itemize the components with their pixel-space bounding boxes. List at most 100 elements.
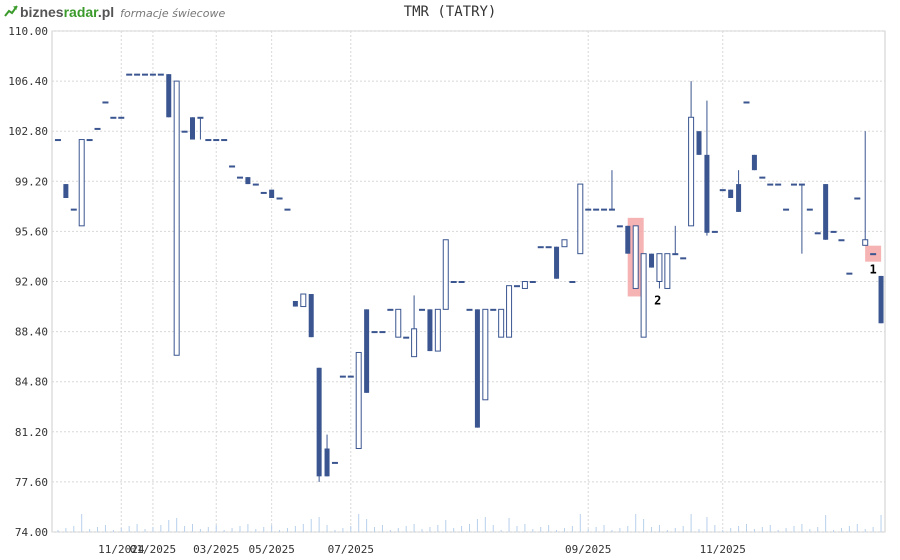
- volume-bar: [761, 527, 763, 532]
- volume-bar: [785, 528, 787, 532]
- volume-bar: [548, 525, 550, 532]
- candle-body-bull: [403, 336, 410, 339]
- volume-bar: [73, 526, 75, 532]
- volume-bar: [160, 525, 162, 532]
- candle-body-bull: [347, 375, 354, 378]
- candle-body-bull: [110, 116, 117, 119]
- candle-body-bear: [728, 189, 734, 198]
- candle-body-bull: [719, 189, 726, 192]
- volume-bar: [128, 526, 130, 532]
- volume-bar: [405, 526, 407, 532]
- pattern-label: 1: [870, 263, 877, 277]
- candle-body-bull: [458, 281, 465, 283]
- volume-bar: [476, 519, 478, 532]
- volume-bar: [279, 530, 281, 532]
- volume-bar: [595, 527, 597, 532]
- y-tick-label: 84.80: [15, 376, 48, 389]
- candle-body-bull: [529, 281, 536, 283]
- volume-bar: [152, 527, 154, 532]
- volume-bar: [57, 530, 59, 532]
- volume-bar: [484, 517, 486, 532]
- candle-body-bull: [790, 183, 797, 186]
- candle-body-bull: [577, 183, 584, 255]
- volume-bar: [730, 528, 732, 532]
- candle-body-bull: [798, 183, 805, 186]
- volume-bar: [389, 530, 391, 532]
- candle-body-bull: [767, 183, 774, 186]
- x-tick-label: 11/2025: [700, 543, 746, 556]
- candle-body-bull: [870, 253, 877, 256]
- volume-bar: [643, 519, 645, 532]
- volume-bar: [453, 528, 455, 532]
- candle-body-bull: [513, 285, 520, 288]
- bizneradar-logo[interactable]: biznesradar.pl formacje świecowe: [4, 4, 225, 20]
- volume-bar: [397, 528, 399, 532]
- candle-body-bull: [118, 116, 125, 119]
- volume-bar: [556, 530, 558, 532]
- candle-body-bull: [173, 80, 180, 356]
- candle-body-bull: [806, 208, 813, 211]
- candle-body-bull: [775, 183, 782, 186]
- candle-body-bear: [308, 294, 314, 338]
- volume-bar: [168, 520, 170, 532]
- volume-bar: [104, 525, 106, 532]
- volume-bar: [97, 527, 99, 532]
- candle-body-bull: [442, 239, 449, 310]
- volume-bar: [856, 524, 858, 532]
- volume-bar: [682, 526, 684, 532]
- volume-bar: [840, 528, 842, 532]
- y-tick-label: 106.40: [8, 75, 48, 88]
- volume-bar: [722, 530, 724, 532]
- candle-body-bear: [649, 253, 655, 268]
- candle-body-bull: [102, 101, 109, 104]
- y-tick-label: 74.00: [15, 526, 48, 539]
- candle-body-bull: [632, 225, 639, 289]
- candle-body-bull: [434, 308, 441, 352]
- volume-bar: [286, 528, 288, 532]
- x-tick-label: 01/2025: [130, 543, 176, 556]
- volume-bar: [342, 528, 344, 532]
- volume-bar: [516, 526, 518, 532]
- volume-bar: [635, 514, 637, 532]
- volume-bar: [848, 526, 850, 532]
- candle-body-bull: [569, 281, 576, 283]
- candle-body-bull: [506, 285, 513, 338]
- volume-bar: [302, 524, 304, 532]
- volume-bar: [611, 530, 613, 532]
- volume-bar: [864, 529, 866, 532]
- volume-bar: [619, 528, 621, 532]
- candle-body-bull: [260, 191, 267, 194]
- candle-body-bull: [862, 239, 869, 246]
- volume-bar: [437, 525, 439, 532]
- candle-body-bull: [783, 208, 790, 211]
- candle-body-bull: [601, 208, 608, 211]
- volume-bar: [429, 527, 431, 532]
- trend-arrow-icon: [4, 5, 18, 17]
- volume-bar: [809, 529, 811, 532]
- y-tick-label: 95.60: [15, 225, 48, 238]
- logo-part-3: .pl: [97, 4, 115, 20]
- candle-body-bull: [157, 73, 164, 76]
- candle-body-bear: [316, 367, 322, 477]
- candle-body-bull: [197, 116, 204, 119]
- volume-bar: [223, 530, 225, 532]
- volume-bar: [825, 515, 827, 532]
- candle-body-bull: [838, 239, 845, 242]
- candle-body-bull: [537, 246, 544, 249]
- candle-body-bull: [498, 308, 505, 338]
- candle-body-bull: [640, 253, 647, 338]
- chart-title: TMR (TATRY): [403, 4, 497, 20]
- volume-bar: [571, 526, 573, 532]
- candle-body-bear: [878, 275, 884, 324]
- candle-body-bull: [94, 127, 101, 130]
- candle-body-bear: [166, 74, 172, 118]
- volume-bar: [207, 527, 209, 532]
- volume-bar: [769, 525, 771, 532]
- volume-bar: [247, 524, 249, 532]
- volume-bar: [793, 526, 795, 532]
- candle-body-bear: [245, 177, 251, 185]
- candle-body-bull: [466, 308, 473, 311]
- volume-bar: [271, 525, 273, 532]
- candle-body-bull: [482, 308, 489, 401]
